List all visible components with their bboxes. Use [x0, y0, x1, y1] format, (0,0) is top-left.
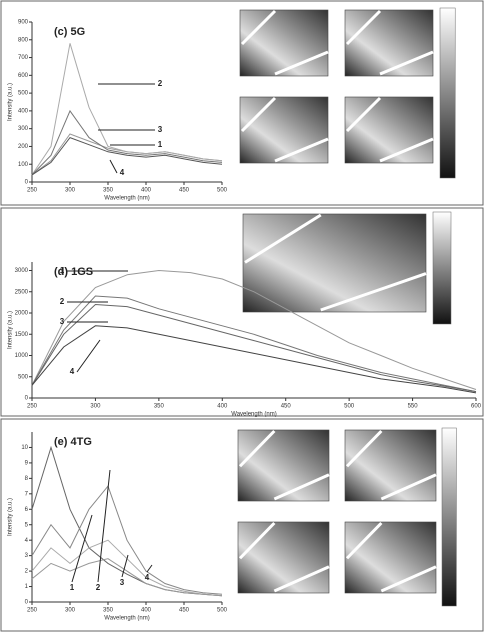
line-series — [32, 448, 222, 596]
chart-title: (c) 5G — [54, 26, 85, 38]
y-tick-label: 9 — [25, 460, 29, 466]
x-tick-label: 400 — [141, 188, 152, 194]
y-tick-label: 0 — [25, 180, 29, 186]
y-tick-label: 3 — [25, 553, 29, 559]
x-tick-label: 300 — [65, 608, 76, 614]
inset-map — [240, 10, 328, 76]
y-tick-label: 6 — [25, 507, 29, 513]
inset-map — [345, 522, 436, 593]
line-series — [32, 540, 222, 596]
x-tick-label: 500 — [344, 404, 355, 410]
annotation: 1 — [60, 266, 65, 275]
y-tick-label: 300 — [18, 126, 29, 132]
y-tick-label: 200 — [18, 144, 29, 150]
y-axis-label: Intensity (a.u.) — [8, 311, 14, 349]
x-tick-label: 450 — [281, 404, 292, 410]
y-tick-label: 2 — [25, 569, 29, 575]
line-series — [32, 326, 476, 393]
color-bar — [442, 428, 456, 606]
y-tick-label: 2500 — [15, 289, 29, 295]
y-tick-label: 2000 — [15, 311, 29, 317]
y-tick-label: 4 — [25, 538, 29, 544]
y-tick-label: 1 — [25, 584, 29, 590]
line-series — [32, 134, 222, 175]
y-tick-label: 8 — [25, 476, 29, 482]
x-tick-label: 300 — [90, 404, 101, 410]
y-tick-label: 0 — [25, 396, 29, 402]
inset-map — [243, 214, 426, 312]
y-tick-label: 900 — [18, 20, 29, 26]
annotation-arrow — [147, 565, 152, 572]
y-axis-label: Intensity (a.u.) — [8, 498, 14, 536]
x-tick-label: 500 — [217, 188, 228, 194]
annotation-arrow — [110, 160, 117, 173]
annotation: 4 — [120, 168, 125, 177]
chart-title: (e) 4TG — [54, 436, 92, 448]
x-tick-label: 300 — [65, 188, 76, 194]
x-tick-label: 550 — [408, 404, 419, 410]
annotation: 2 — [96, 583, 101, 592]
y-tick-label: 400 — [18, 108, 29, 114]
x-tick-label: 500 — [217, 608, 228, 614]
y-tick-label: 5 — [25, 522, 29, 528]
annotation: 3 — [60, 317, 65, 326]
x-tick-label: 350 — [154, 404, 165, 410]
x-tick-label: 350 — [103, 608, 114, 614]
y-tick-label: 10 — [21, 445, 28, 451]
x-tick-label: 250 — [27, 188, 38, 194]
x-axis-label: Wavelength (nm) — [231, 412, 276, 418]
line-series — [32, 486, 222, 594]
x-axis-label: Wavelength (nm) — [104, 196, 149, 202]
color-bar — [433, 212, 451, 324]
x-tick-label: 450 — [179, 188, 190, 194]
y-tick-label: 800 — [18, 37, 29, 43]
x-tick-label: 400 — [217, 404, 228, 410]
x-tick-label: 250 — [27, 404, 38, 410]
color-bar — [440, 8, 455, 178]
x-tick-label: 400 — [141, 608, 152, 614]
y-tick-label: 500 — [18, 374, 29, 380]
annotation-arrow — [77, 340, 100, 372]
annotation: 1 — [158, 140, 163, 149]
figure: 0100200300400500600700800900250300350400… — [0, 0, 484, 632]
x-tick-label: 350 — [103, 188, 114, 194]
y-axis-label: Intensity (a.u.) — [8, 83, 14, 121]
inset-map — [240, 97, 328, 163]
line-series — [32, 559, 222, 596]
annotation-arrow — [98, 470, 110, 582]
inset-map — [345, 430, 436, 501]
y-tick-label: 3000 — [15, 268, 29, 274]
line-series — [32, 111, 222, 175]
annotation: 3 — [158, 125, 163, 134]
y-tick-label: 100 — [18, 162, 29, 168]
y-tick-label: 500 — [18, 91, 29, 97]
x-tick-label: 450 — [179, 608, 190, 614]
x-tick-label: 600 — [471, 404, 482, 410]
inset-map — [238, 522, 329, 593]
line-series — [32, 138, 222, 175]
annotation: 2 — [158, 79, 163, 88]
y-tick-label: 7 — [25, 491, 29, 497]
y-tick-label: 1000 — [15, 353, 29, 359]
annotation: 3 — [120, 578, 125, 587]
x-tick-label: 250 — [27, 608, 38, 614]
annotation: 4 — [70, 367, 75, 376]
inset-map — [345, 97, 433, 163]
annotation: 2 — [60, 297, 65, 306]
y-tick-label: 1500 — [15, 332, 29, 338]
inset-map — [345, 10, 433, 76]
y-tick-label: 600 — [18, 73, 29, 79]
y-tick-label: 700 — [18, 55, 29, 61]
annotation: 4 — [145, 573, 150, 582]
y-tick-label: 0 — [25, 600, 29, 606]
annotation: 1 — [70, 583, 75, 592]
x-axis-label: Wavelength (nm) — [104, 616, 149, 622]
inset-map — [238, 430, 329, 501]
